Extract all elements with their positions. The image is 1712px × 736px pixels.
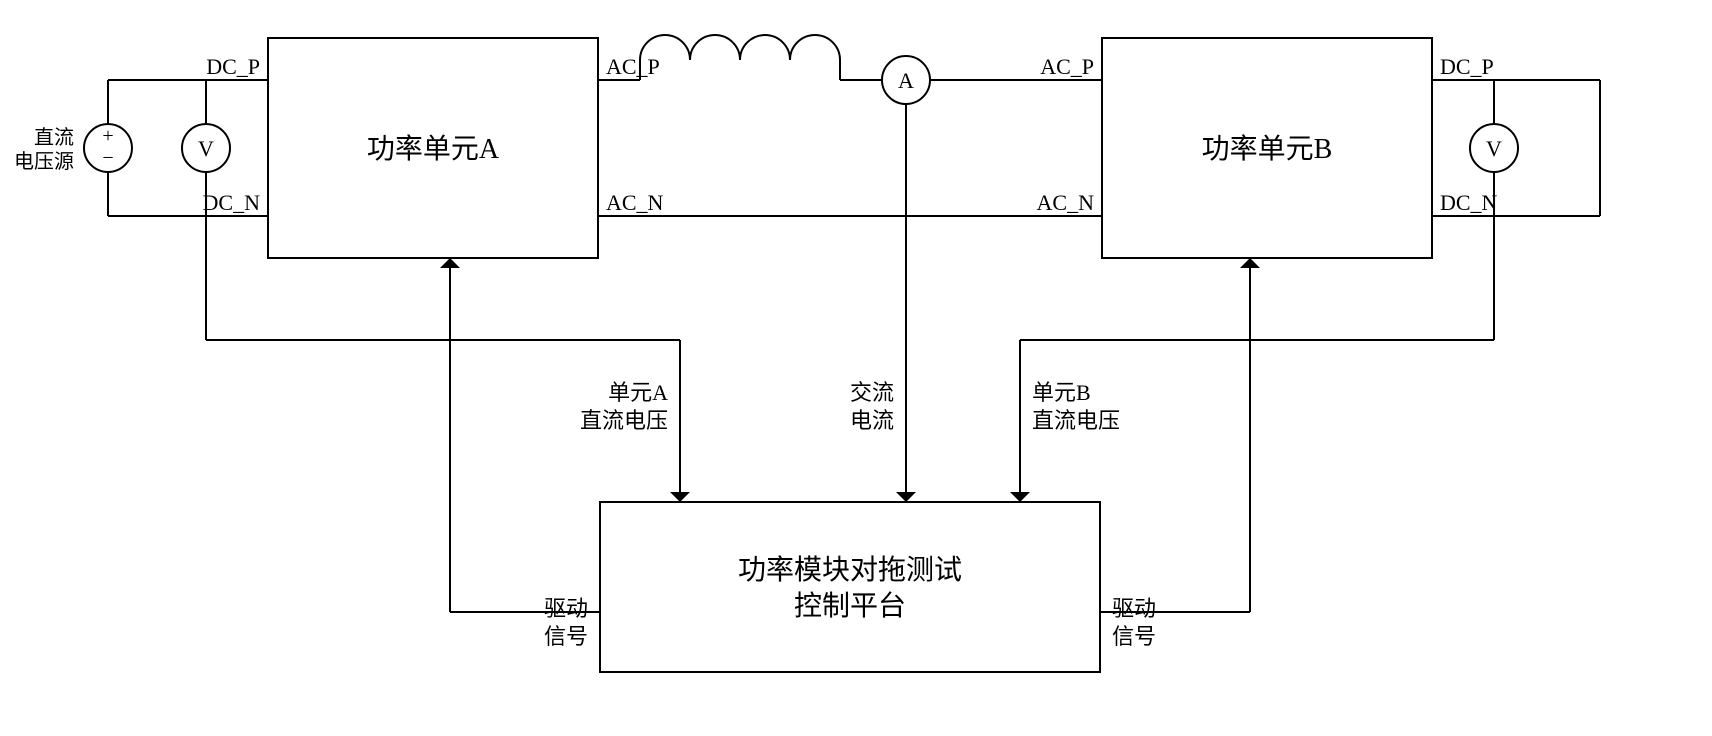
ammeter-letter: A [898, 68, 914, 93]
drive-b-label-2: 信号 [1112, 624, 1156, 649]
sig-b-dc-label-1: 单元B [1032, 380, 1091, 405]
sig-b-dc-arrow [1010, 492, 1030, 502]
port-b-ac-p: AC_P [1040, 54, 1094, 79]
sig-ac-i-arrow [896, 492, 916, 502]
drive-a-label-1: 驱动 [544, 596, 588, 621]
port-a-ac-p: AC_P [606, 54, 660, 79]
drive-a-arrow [440, 258, 460, 268]
dc-source-plus: + [102, 125, 113, 147]
drive-a-label-2: 信号 [544, 624, 588, 649]
sig-ac-i-label-1: 交流 [850, 380, 894, 405]
port-a-ac-n: AC_N [606, 190, 664, 215]
sig-b-dc-label-2: 直流电压 [1032, 408, 1120, 433]
voltmeter-a-letter: V [198, 136, 214, 161]
sig-a-dc-label-1: 单元A [608, 380, 668, 405]
controller-label-2: 控制平台 [794, 590, 906, 622]
dc-source-label-2: 电压源 [14, 150, 74, 173]
controller-label-1: 功率模块对拖测试 [738, 554, 962, 586]
voltmeter-b-letter: V [1486, 136, 1502, 161]
drive-b-arrow [1240, 258, 1260, 268]
port-a-dc-p: DC_P [206, 54, 260, 79]
port-b-dc-n: DC_N [1440, 190, 1498, 215]
sig-ac-i-label-2: 电流 [850, 408, 894, 433]
port-b-ac-n: AC_N [1037, 190, 1095, 215]
inductor-icon [640, 35, 840, 60]
sig-a-dc-label-2: 直流电压 [580, 408, 668, 433]
dc-source-minus: − [102, 147, 113, 169]
power-unit-b-label: 功率单元B [1202, 133, 1333, 165]
power-unit-a-label: 功率单元A [367, 133, 500, 165]
port-a-dc-n: DC_N [203, 190, 261, 215]
dc-source-label-1: 直流 [34, 126, 74, 149]
drive-b-label-1: 驱动 [1112, 596, 1156, 621]
sig-a-dc-arrow [670, 492, 690, 502]
controller-box [600, 502, 1100, 672]
port-b-dc-p: DC_P [1440, 54, 1494, 79]
